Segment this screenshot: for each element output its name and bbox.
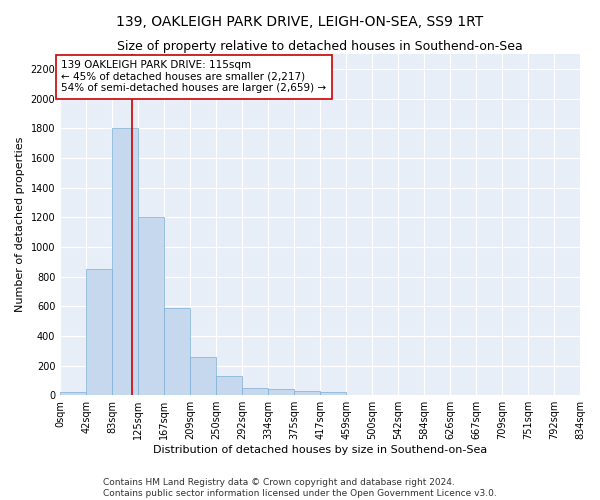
Bar	[320, 392, 346, 395]
Bar	[138, 218, 164, 395]
Bar	[112, 128, 138, 395]
Bar	[60, 392, 86, 395]
Bar	[216, 376, 242, 395]
Text: 139 OAKLEIGH PARK DRIVE: 115sqm
← 45% of detached houses are smaller (2,217)
54%: 139 OAKLEIGH PARK DRIVE: 115sqm ← 45% of…	[61, 60, 326, 94]
Bar	[86, 269, 112, 395]
Title: Size of property relative to detached houses in Southend-on-Sea: Size of property relative to detached ho…	[117, 40, 523, 53]
Bar	[268, 388, 294, 395]
Text: 139, OAKLEIGH PARK DRIVE, LEIGH-ON-SEA, SS9 1RT: 139, OAKLEIGH PARK DRIVE, LEIGH-ON-SEA, …	[116, 15, 484, 29]
Bar	[164, 308, 190, 395]
X-axis label: Distribution of detached houses by size in Southend-on-Sea: Distribution of detached houses by size …	[153, 445, 487, 455]
Text: Contains HM Land Registry data © Crown copyright and database right 2024.
Contai: Contains HM Land Registry data © Crown c…	[103, 478, 497, 498]
Bar	[294, 391, 320, 395]
Bar	[242, 388, 268, 395]
Bar	[190, 356, 216, 395]
Y-axis label: Number of detached properties: Number of detached properties	[15, 137, 25, 312]
